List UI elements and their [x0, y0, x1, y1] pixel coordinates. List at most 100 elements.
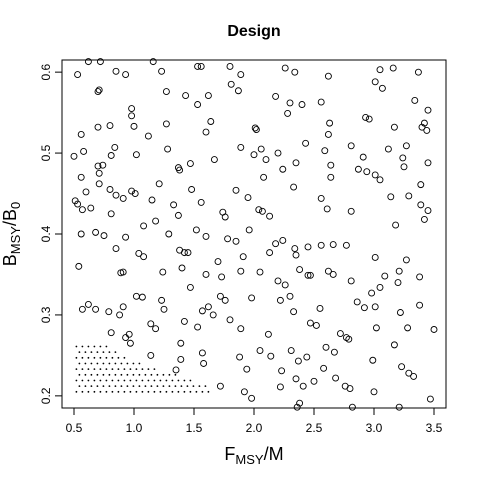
circle-point	[257, 145, 265, 153]
circle-point	[216, 382, 224, 390]
circle-point	[292, 375, 300, 383]
dot-point	[90, 351, 93, 354]
dot-point	[153, 368, 156, 371]
circle-point	[186, 160, 194, 168]
circle-point	[188, 186, 196, 193]
dot-point	[108, 362, 111, 365]
dot-point	[105, 345, 108, 348]
dot-point	[123, 368, 126, 371]
circle-point	[232, 186, 240, 194]
circle-point	[424, 106, 432, 114]
circle-point	[395, 403, 403, 411]
dot-point	[165, 390, 168, 393]
dot-point	[99, 368, 102, 371]
circle-point	[135, 249, 143, 257]
dot-point	[147, 390, 150, 393]
circle-point	[122, 71, 130, 79]
circle-point	[202, 232, 210, 240]
circle-point	[416, 273, 424, 281]
circle-point	[306, 271, 314, 279]
circle-point	[214, 258, 222, 265]
circle-point	[266, 249, 274, 257]
circle-point	[248, 294, 256, 302]
circle-point	[281, 64, 289, 72]
dot-point	[153, 379, 156, 382]
circle-point	[274, 149, 282, 157]
x-tick-label: 1.0	[126, 421, 143, 435]
dot-point	[108, 373, 111, 376]
x-tick-label: 2.0	[246, 421, 263, 435]
circle-point	[128, 112, 136, 120]
circle-point	[240, 388, 248, 396]
dot-point	[183, 390, 186, 393]
dot-point	[75, 356, 78, 359]
circle-point	[392, 221, 400, 229]
circle-point	[354, 165, 362, 173]
dot-point	[138, 362, 141, 365]
dot-point	[96, 351, 99, 354]
dot-point	[93, 379, 96, 382]
circle-point	[94, 88, 102, 96]
circle-point	[180, 249, 188, 257]
circle-point	[209, 311, 217, 319]
dot-point	[198, 385, 201, 388]
circle-point	[336, 330, 344, 337]
circle-point	[197, 63, 205, 70]
circle-point	[155, 180, 163, 188]
dot-point	[78, 362, 81, 365]
dot-point	[120, 373, 123, 376]
circle-point	[381, 272, 389, 280]
circle-point	[77, 131, 85, 138]
circle-point	[216, 292, 224, 300]
circle-point	[390, 123, 398, 131]
dot-point	[102, 385, 105, 388]
circle-point	[327, 173, 335, 181]
circle-point	[342, 241, 350, 249]
dot-point	[96, 362, 99, 365]
circle-point	[226, 316, 234, 324]
circle-point	[130, 122, 138, 130]
circle-point	[262, 156, 270, 163]
dot-point	[99, 356, 102, 359]
dot-point	[87, 379, 90, 382]
dot-point	[159, 390, 162, 393]
x-tick-label: 3.0	[366, 421, 383, 435]
circle-point	[87, 204, 95, 212]
circle-point	[287, 347, 295, 354]
circle-point	[405, 192, 413, 200]
circle-point	[159, 268, 167, 276]
dot-point	[102, 373, 105, 376]
circle-point	[256, 268, 264, 276]
dot-point	[168, 385, 171, 388]
dot-point	[135, 379, 138, 382]
circle-point	[164, 145, 172, 153]
circle-point	[182, 92, 190, 100]
dot-point	[87, 356, 90, 359]
dot-point	[126, 373, 129, 376]
circle-point	[402, 142, 410, 150]
dot-point	[117, 390, 120, 393]
circle-point	[140, 253, 148, 261]
dot-point	[78, 351, 81, 354]
circle-point	[320, 364, 328, 372]
dot-point	[81, 390, 84, 393]
circle-point	[316, 305, 324, 312]
dot-point	[123, 356, 126, 359]
dot-point	[99, 345, 102, 348]
circle-point	[306, 319, 314, 327]
x-axis-label: FMSY/M	[224, 444, 283, 467]
x-label-main: F	[224, 444, 235, 464]
dot-point	[84, 351, 87, 354]
circle-point	[387, 193, 395, 201]
dot-point	[90, 385, 93, 388]
circle-point	[94, 162, 102, 170]
circle-point	[184, 249, 192, 257]
circle-point	[70, 152, 78, 160]
dot-point	[75, 379, 78, 382]
circle-point	[326, 119, 334, 127]
x-tick-label: 3.5	[426, 421, 443, 435]
circle-point	[276, 383, 284, 391]
dot-point	[174, 373, 177, 376]
circle-point	[329, 241, 337, 248]
